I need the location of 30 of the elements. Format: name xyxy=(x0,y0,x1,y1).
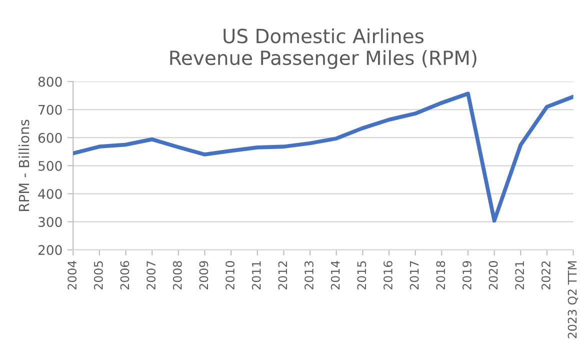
x-tick-label: 2005 xyxy=(94,261,103,290)
x-tick-label: 2018 xyxy=(436,261,446,290)
x-tick-label: 2010 xyxy=(226,261,234,290)
x-tick-label: 2014 xyxy=(330,260,340,290)
y-tick-label: 700 xyxy=(38,104,62,115)
x-tick-label: 2004 xyxy=(68,260,77,290)
x-tick-label: 2007 xyxy=(146,261,156,290)
x-tick-label: 2013 xyxy=(304,261,314,290)
chart-title: US Domestic Airlines Revenue Passenger Miles (RPM) xyxy=(170,28,476,69)
y-tick-label: 800 xyxy=(38,76,62,87)
y-tick-label: 600 xyxy=(38,132,62,143)
y-tick-label: 300 xyxy=(38,217,62,227)
x-tick-label: 2008 xyxy=(172,261,182,290)
x-tick-label: 2012 xyxy=(278,261,288,290)
y-tick-label: 500 xyxy=(38,160,62,171)
x-tick-label: 2023 Q2 TTM xyxy=(568,261,578,338)
x-tick-label: 2011 xyxy=(252,261,261,290)
y-axis-title: RPM - Billions xyxy=(18,120,30,212)
y-tick-label: 400 xyxy=(38,188,62,199)
x-tick-label: 2020 xyxy=(488,261,498,290)
x-tick-label: 2021 xyxy=(515,261,524,290)
y-tick-label: 200 xyxy=(38,245,62,256)
x-tick-label: 2022 xyxy=(541,261,550,290)
x-tick-label: 2015 xyxy=(357,261,366,290)
x-tick-label: 2016 xyxy=(384,261,392,290)
x-tick-label: 2009 xyxy=(199,261,208,290)
x-tick-label: 2019 xyxy=(462,261,472,290)
x-tick-label: 2006 xyxy=(120,261,130,290)
line-series xyxy=(73,92,574,223)
x-tick-label: 2017 xyxy=(410,261,419,290)
